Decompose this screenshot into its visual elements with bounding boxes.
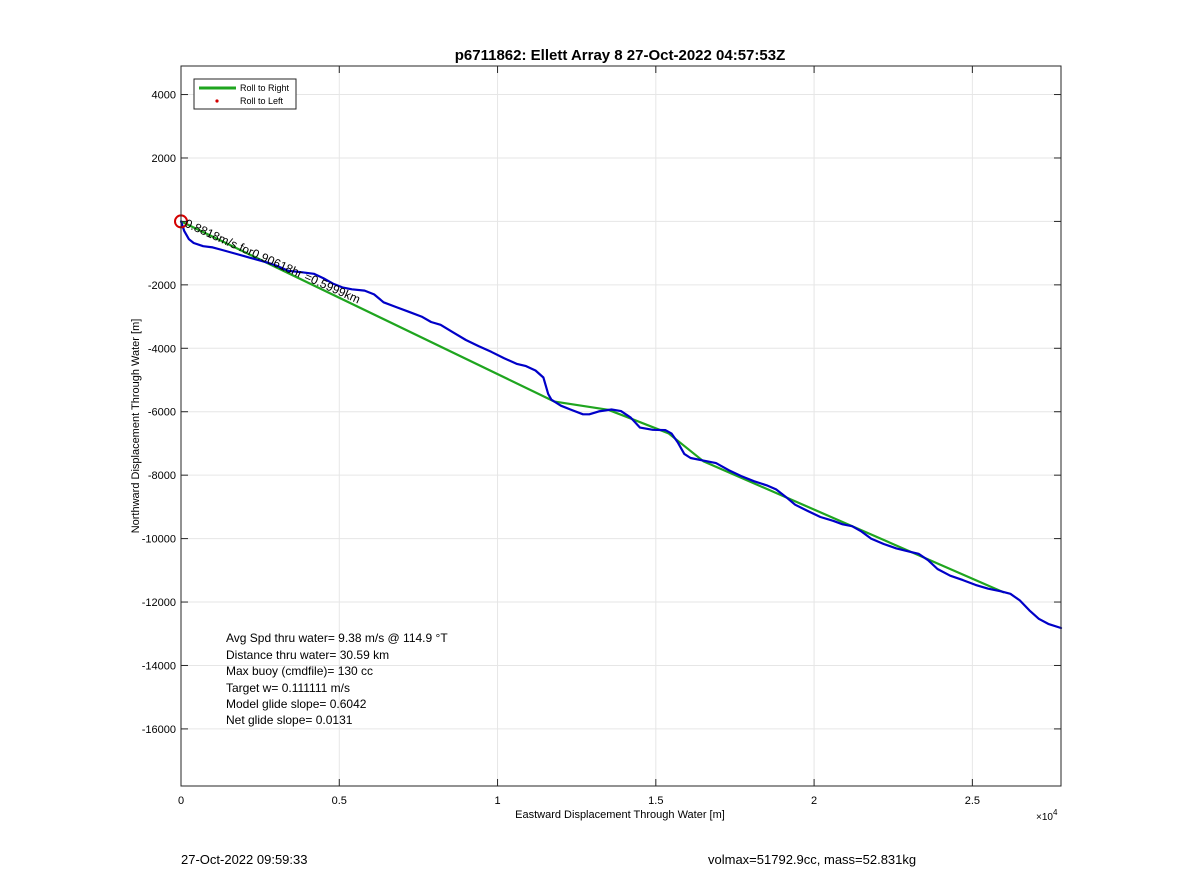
y-tick-label: -6000	[148, 407, 176, 419]
footer-volmax-mass: volmax=51792.9cc, mass=52.831kg	[708, 852, 917, 867]
legend-label-roll-left: Roll to Left	[240, 96, 284, 106]
legend-box	[193, 78, 297, 110]
y-tick-label: 4000	[152, 90, 176, 102]
x-tick-label: 0	[178, 795, 184, 807]
y-tick-label: -4000	[148, 343, 176, 355]
x-tick-label: 2	[811, 795, 817, 807]
legend-label-roll-right: Roll to Right	[240, 83, 290, 93]
info-model-glide-slope: Model glide slope= 0.6042	[226, 697, 367, 711]
y-tick-label: 2000	[152, 153, 176, 165]
glider-track-line	[179, 220, 1063, 630]
x-exponent-power: 4	[1053, 808, 1058, 817]
fit-line-roll-to-right	[180, 220, 1005, 594]
footer-timestamp: 27-Oct-2022 09:59:33	[181, 852, 308, 867]
tick-marks	[180, 66, 1061, 786]
trajectory-chart: 0 0.5 1 1.5 2 2.5 4000 2000 -2000 -4000 -6000 -8000…	[130, 47, 1063, 823]
y-tick-label: -14000	[142, 660, 176, 672]
info-target-w: Target w= 0.111111 m/s	[226, 681, 350, 695]
y-axis-label: Northward Displacement Through Water [m]	[130, 319, 142, 534]
x-tick-label: 2.5	[965, 795, 980, 807]
info-net-glide-slope: Net glide slope= 0.0131	[226, 713, 353, 727]
info-box: Avg Spd thru water= 9.38 m/s @ 114.9 °T …	[226, 631, 448, 727]
info-max-buoy: Max buoy (cmdfile)= 130 cc	[226, 664, 373, 678]
axes-frame	[180, 65, 1062, 787]
y-tick-label: -16000	[142, 724, 176, 736]
chart-title: p6711862: Ellett Array 8 27-Oct-2022 04:…	[455, 47, 785, 64]
legend: Roll to Right Roll to Left	[193, 78, 297, 110]
grid-lines	[180, 66, 1061, 786]
y-tick-label: -10000	[142, 534, 176, 546]
x-tick-label: 0.5	[332, 795, 347, 807]
x-tick-label: 1.5	[648, 795, 663, 807]
x-tick-label: 1	[494, 795, 500, 807]
info-distance: Distance thru water= 30.59 km	[226, 648, 389, 662]
legend-swatch-roll-left	[215, 99, 219, 103]
segment-annotation: 0.8818m/s for0.90618hr =0.5999km	[183, 216, 363, 306]
segment-speed-annotation: 0.8818m/s for0.90618hr =0.5999km	[183, 216, 363, 306]
x-axis-label: Eastward Displacement Through Water [m]	[515, 809, 725, 821]
x-exponent-base: ×10	[1036, 812, 1053, 823]
y-tick-label: -2000	[148, 280, 176, 292]
x-exponent-label: ×104	[1036, 808, 1058, 823]
info-avg-speed: Avg Spd thru water= 9.38 m/s @ 114.9 °T	[226, 631, 448, 645]
y-tick-label: -8000	[148, 470, 176, 482]
y-tick-label: -12000	[142, 597, 176, 609]
tick-labels: 0 0.5 1 1.5 2 2.5 4000 2000 -2000 -4000 -6000 -8000…	[142, 90, 980, 807]
